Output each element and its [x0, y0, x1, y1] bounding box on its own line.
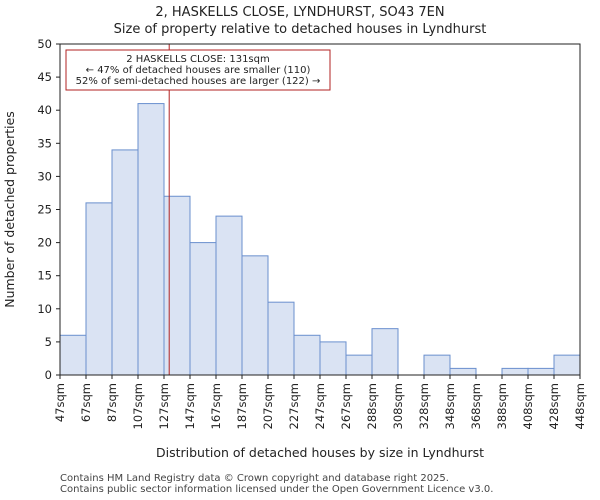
bar-247sqm	[319, 341, 347, 376]
chart: 2, HASKELLS CLOSE, LYNDHURST, SO43 7EN S…	[2, 5, 587, 460]
x-tick-label: 207sqm	[261, 383, 275, 429]
annotation-line-1: 2 HASKELLS CLOSE: 131sqm	[126, 54, 269, 65]
bar-147sqm	[189, 242, 217, 376]
bar-227sqm	[293, 334, 321, 376]
x-tick-label: 308sqm	[391, 383, 405, 429]
annotation-line-3: 52% of semi-detached houses are larger (…	[76, 76, 321, 87]
y-tick-label: 40	[37, 103, 52, 117]
x-tick-label: 227sqm	[287, 383, 301, 429]
footer-line-2: Contains public sector information licen…	[60, 484, 494, 495]
x-tick-label: 267sqm	[339, 383, 353, 429]
bar-167sqm	[215, 215, 243, 376]
x-tick-label: 67sqm	[79, 383, 93, 422]
y-tick-label: 45	[37, 70, 52, 84]
bar-348sqm	[449, 367, 477, 376]
y-tick-label: 50	[37, 37, 52, 51]
x-tick-label: 368sqm	[469, 383, 483, 429]
bar-87sqm	[111, 149, 139, 376]
y-axis-label: Number of detached properties	[2, 111, 17, 308]
x-tick-label: 448sqm	[573, 383, 587, 429]
plot-area-frame	[59, 43, 581, 376]
x-tick-label: 328sqm	[417, 383, 431, 429]
x-tick-label: 348sqm	[443, 383, 457, 429]
bar-67sqm	[85, 202, 113, 376]
x-tick-label: 147sqm	[183, 383, 197, 429]
chart-title: 2, HASKELLS CLOSE, LYNDHURST, SO43 7EN	[155, 5, 444, 20]
x-tick-label: 187sqm	[235, 383, 249, 429]
y-tick-label: 25	[37, 203, 52, 217]
x-tick-label: 247sqm	[313, 383, 327, 429]
x-axis-ticks: 47sqm 67sqm 87sqm 107sqm 127sqm 147sqm 167sqm 1…	[53, 375, 587, 429]
x-tick-label: 127sqm	[157, 383, 171, 429]
y-tick-label: 10	[37, 302, 52, 316]
bar-288sqm	[371, 328, 399, 376]
y-tick-label: 20	[37, 236, 52, 250]
annotation-box: 2 HASKELLS CLOSE: 131sqm ← 47% of detach…	[65, 49, 331, 91]
x-tick-label: 167sqm	[209, 383, 223, 429]
bar-328sqm	[423, 354, 451, 376]
bar-207sqm	[267, 301, 295, 376]
bar-187sqm	[241, 255, 269, 376]
x-tick-label: 408sqm	[521, 383, 535, 429]
bar-267sqm	[345, 354, 373, 376]
y-tick-label: 0	[45, 368, 52, 382]
bar-388sqm	[501, 367, 529, 376]
x-tick-label: 87sqm	[105, 383, 119, 422]
bar-107sqm	[137, 103, 165, 376]
bars-group	[59, 103, 581, 376]
footer-line-1: Contains HM Land Registry data © Crown c…	[60, 473, 449, 484]
x-tick-label: 388sqm	[495, 383, 509, 429]
bar-408sqm	[527, 367, 555, 376]
x-axis-label: Distribution of detached houses by size …	[156, 445, 484, 460]
y-tick-label: 15	[37, 269, 52, 283]
chart-subtitle: Size of property relative to detached ho…	[114, 22, 487, 37]
y-tick-label: 5	[45, 335, 52, 349]
annotation-border	[65, 49, 331, 91]
bar-47sqm	[59, 334, 87, 376]
footer-attribution: Contains HM Land Registry data © Crown c…	[60, 473, 493, 495]
annotation-line-2: ← 47% of detached houses are smaller (11…	[86, 65, 311, 76]
bar-428sqm	[553, 354, 581, 376]
bar-127sqm	[163, 195, 191, 376]
y-tick-label: 35	[37, 136, 52, 150]
x-tick-label: 107sqm	[131, 383, 145, 429]
x-tick-label: 288sqm	[365, 383, 379, 429]
y-axis-ticks: 0 5 10 15 20 25 30 35 40 45 50	[37, 37, 60, 382]
x-tick-label: 47sqm	[53, 383, 67, 422]
x-tick-label: 428sqm	[547, 383, 561, 429]
y-tick-label: 30	[37, 169, 52, 183]
